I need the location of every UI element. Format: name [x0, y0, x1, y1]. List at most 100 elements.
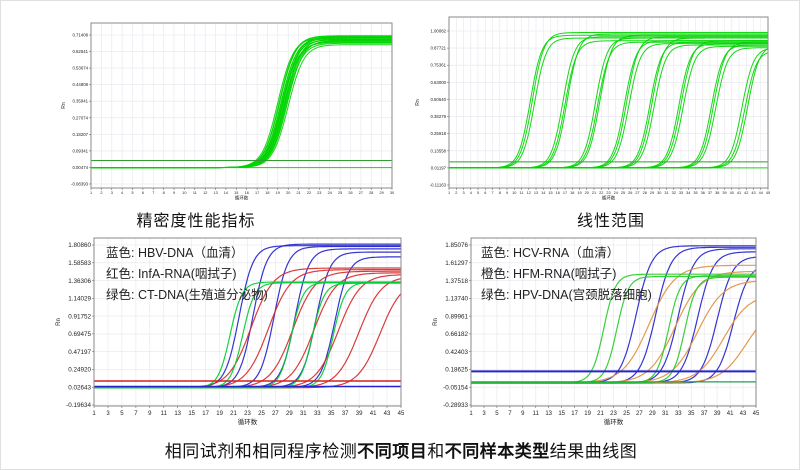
svg-text:8: 8	[499, 191, 501, 195]
svg-text:24: 24	[614, 191, 618, 195]
svg-text:1: 1	[90, 191, 92, 195]
svg-text:1.37518: 1.37518	[445, 278, 468, 285]
svg-text:9: 9	[506, 191, 508, 195]
svg-text:0.27074: 0.27074	[72, 115, 88, 120]
svg-text:13: 13	[213, 191, 217, 195]
svg-text:25: 25	[338, 191, 342, 195]
svg-text:0.24920: 0.24920	[68, 367, 91, 374]
linear-range-chart-canvas: 1.00082 0.87721 0.75361 0.63000 0.50640 0.382…	[415, 16, 770, 202]
svg-text:29: 29	[649, 411, 656, 417]
svg-text:17: 17	[202, 411, 209, 417]
svg-text:7: 7	[134, 411, 138, 417]
svg-text:37: 37	[701, 411, 708, 417]
svg-text:2: 2	[100, 191, 102, 195]
svg-text:17: 17	[571, 411, 578, 417]
svg-text:27: 27	[359, 191, 363, 195]
svg-text:0.44808: 0.44808	[72, 82, 88, 87]
svg-text:16: 16	[556, 191, 560, 195]
svg-text:0.01197: 0.01197	[431, 165, 447, 170]
svg-text:0.09341: 0.09341	[72, 148, 88, 153]
svg-text:15: 15	[188, 411, 195, 417]
svg-text:0.62541: 0.62541	[72, 49, 88, 54]
svg-text:0.38279: 0.38279	[430, 114, 446, 119]
svg-text:6: 6	[484, 191, 486, 195]
svg-text:26: 26	[348, 191, 352, 195]
svg-text:13: 13	[174, 411, 181, 417]
svg-text:39: 39	[722, 191, 726, 195]
svg-text:10: 10	[512, 191, 516, 195]
caption-segment: 结果曲线图	[549, 442, 638, 461]
svg-text:27: 27	[272, 411, 279, 417]
svg-text:20: 20	[585, 191, 589, 195]
svg-text:0.75361: 0.75361	[430, 63, 446, 68]
svg-text:33: 33	[314, 411, 321, 417]
svg-text:循环数: 循环数	[602, 195, 616, 202]
svg-text:Rn: Rn	[61, 102, 67, 109]
svg-text:-0.05154: -0.05154	[443, 384, 468, 391]
svg-text:0.63000: 0.63000	[430, 80, 446, 85]
svg-text:17: 17	[255, 191, 259, 195]
svg-text:13: 13	[534, 191, 538, 195]
linear-range-chart: 1.00082 0.87721 0.75361 0.63000 0.50640 0.382…	[407, 7, 773, 214]
different-targets-chart-canvas: 1.80860 1.58583 1.36306 1.14029 0.91752 0.694…	[56, 237, 405, 426]
svg-text:22: 22	[599, 191, 603, 195]
svg-text:5: 5	[495, 411, 499, 417]
svg-text:11: 11	[161, 411, 168, 417]
svg-text:39: 39	[356, 411, 363, 417]
svg-text:11: 11	[533, 411, 540, 417]
svg-text:27: 27	[635, 191, 639, 195]
svg-text:5: 5	[120, 411, 124, 417]
svg-text:5: 5	[477, 191, 479, 195]
svg-text:-0.19634: -0.19634	[66, 402, 91, 409]
svg-text:4: 4	[121, 191, 123, 195]
different-targets-chart: 1.80860 1.58583 1.36306 1.14029 0.91752 0.694…	[54, 229, 408, 434]
svg-text:15: 15	[548, 191, 552, 195]
svg-text:39: 39	[714, 411, 721, 417]
svg-text:19: 19	[276, 191, 280, 195]
svg-text:34: 34	[686, 191, 690, 195]
svg-text:7: 7	[491, 191, 493, 195]
svg-text:1.13740: 1.13740	[445, 296, 468, 303]
svg-text:33: 33	[679, 191, 683, 195]
svg-text:1.85076: 1.85076	[445, 242, 468, 249]
svg-text:0.53674: 0.53674	[72, 66, 88, 71]
svg-text:23: 23	[317, 191, 321, 195]
svg-text:44: 44	[759, 191, 763, 195]
svg-text:橙色: HFM-RNA(咽拭子): 橙色: HFM-RNA(咽拭子)	[481, 266, 616, 281]
caption-segment-bold: 不同项目	[357, 442, 428, 461]
caption-linear-range: 线性范围	[576, 213, 645, 230]
svg-text:9: 9	[148, 411, 152, 417]
svg-text:29: 29	[379, 191, 383, 195]
svg-text:24: 24	[328, 191, 332, 195]
different-samples-chart: 1.85076 1.61297 1.37518 1.13740 0.89961 0.661…	[429, 229, 760, 434]
svg-text:0.13558: 0.13558	[430, 148, 446, 153]
svg-text:9: 9	[173, 191, 175, 195]
svg-text:40: 40	[730, 191, 734, 195]
svg-text:红色: InfA-RNA(咽拭子): 红色: InfA-RNA(咽拭子)	[106, 266, 237, 281]
precision-chart-canvas: 0.71408 0.62541 0.53674 0.44808 0.35941 0.270…	[61, 22, 394, 202]
svg-text:30: 30	[657, 191, 661, 195]
svg-text:42: 42	[744, 191, 748, 195]
svg-text:10: 10	[182, 191, 186, 195]
svg-text:0.18207: 0.18207	[72, 132, 88, 137]
svg-text:1.80860: 1.80860	[68, 242, 91, 249]
svg-text:19: 19	[577, 191, 581, 195]
svg-text:35: 35	[693, 191, 697, 195]
caption-segment: 相同试剂和相同程序检测	[164, 442, 358, 461]
svg-text:循环数: 循环数	[235, 195, 249, 202]
svg-text:0.35941: 0.35941	[72, 99, 88, 104]
svg-text:41: 41	[727, 411, 734, 417]
svg-text:35: 35	[328, 411, 335, 417]
svg-text:31: 31	[664, 191, 668, 195]
svg-text:23: 23	[606, 191, 610, 195]
svg-text:0.69475: 0.69475	[68, 331, 91, 338]
svg-text:9: 9	[521, 411, 525, 417]
svg-text:33: 33	[675, 411, 682, 417]
svg-text:35: 35	[688, 411, 695, 417]
svg-text:3: 3	[482, 411, 486, 417]
svg-text:38: 38	[715, 191, 719, 195]
svg-text:4: 4	[470, 191, 472, 195]
caption-segment-bold: 不同样本类型	[444, 442, 550, 461]
svg-text:1: 1	[469, 411, 473, 417]
svg-text:15: 15	[558, 411, 565, 417]
